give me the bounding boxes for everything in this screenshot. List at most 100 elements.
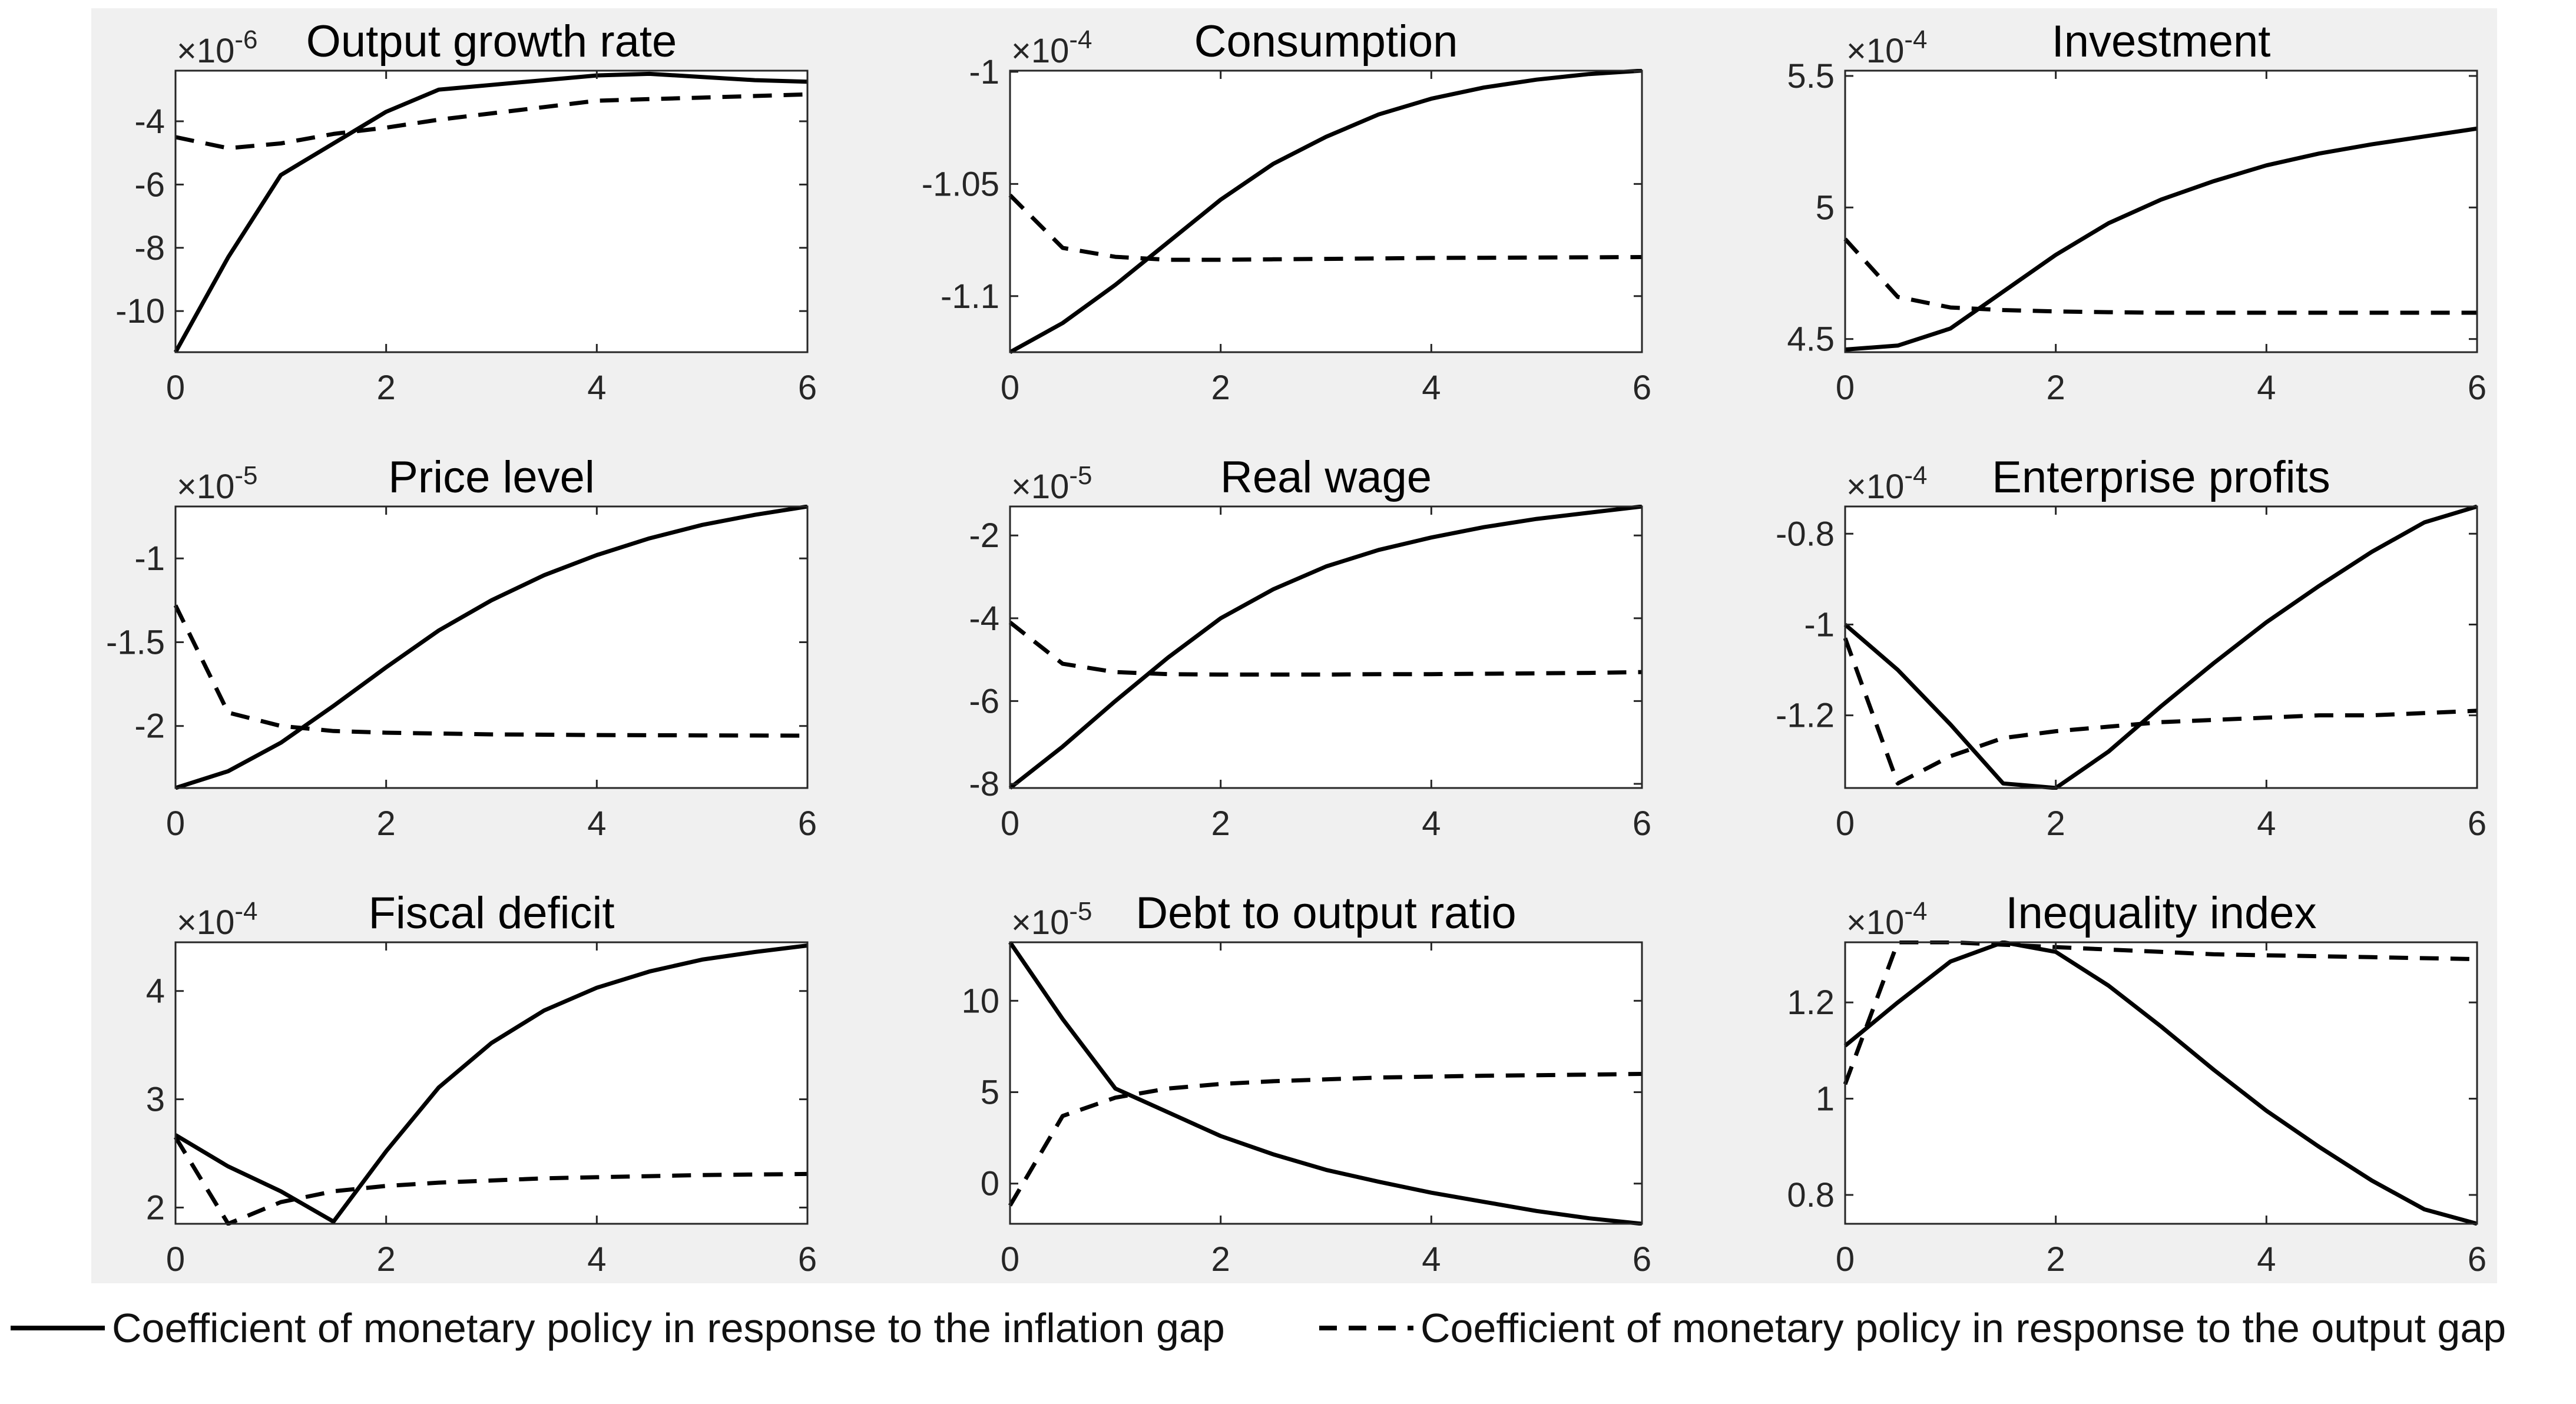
panel-title: Investment: [2052, 16, 2271, 67]
y-tick-label: -1.1: [941, 277, 999, 316]
x-tick-label: 0: [1836, 804, 1855, 843]
x-tick-label: 6: [798, 1240, 817, 1279]
x-tick-label: 0: [1001, 804, 1019, 843]
y-tick-label: -1.2: [1776, 697, 1835, 735]
x-tick-label: 6: [2468, 1240, 2486, 1279]
y-tick-label: -8: [134, 229, 165, 267]
y-tick-label: 4: [146, 972, 165, 1011]
legend-item-inflation-gap: Coefficient of monetary policy in respon…: [11, 1296, 1225, 1360]
x-tick-label: 6: [2468, 804, 2486, 843]
axes-box: [1844, 505, 2478, 789]
y-tick-label: -1: [1804, 605, 1835, 644]
x-tick-label: 4: [587, 369, 606, 407]
x-tick-label: 2: [2047, 804, 2065, 843]
series-line-output-gap: [175, 92, 808, 151]
x-tick-label: 0: [1836, 1240, 1855, 1279]
panel-debt-to-output-ratio: 0 2 4 6 0 5 10 ×10-5 Debt to output ratio: [961, 888, 1651, 1279]
y-tick-label: -6: [134, 165, 165, 204]
axis-multiplier: ×10-4: [1846, 25, 1928, 70]
y-tick-label: 5: [981, 1074, 999, 1112]
plot-area: [1010, 71, 1642, 352]
axis-multiplier: ×10-4: [1846, 897, 1928, 942]
plot-area: [176, 942, 807, 1224]
x-tick-label: 6: [1633, 1240, 1651, 1279]
x-tick-label: 2: [2047, 369, 2065, 407]
y-tick-label: 3: [146, 1081, 165, 1119]
axes-box: [1009, 69, 1643, 353]
axes-box: [174, 69, 809, 353]
x-tick-label: 6: [1633, 369, 1651, 407]
series-line-inflation-gap: [1843, 505, 2478, 790]
plot-area: [1845, 71, 2477, 352]
x-tick-label: 4: [1422, 1240, 1441, 1279]
y-tick-label: -0.8: [1776, 515, 1835, 553]
axis-multiplier-exponent: -5: [1069, 461, 1092, 490]
y-tick-label: -1: [134, 539, 165, 578]
legend-label-output-gap: Coefficient of monetary policy in respon…: [1421, 1305, 2507, 1351]
series-line-inflation-gap: [174, 505, 808, 790]
panel-enterprise-profits: 0 2 4 6 -1.2 -1 -0.8 ×10-4 Enterprise profits: [1776, 452, 2486, 843]
axis-multiplier: ×10-4: [1011, 25, 1092, 70]
y-tick-label: 0: [981, 1165, 999, 1203]
y-tick-label: -2: [134, 707, 165, 746]
x-tick-label: 4: [1422, 369, 1441, 407]
legend-item-output-gap: Coefficient of monetary policy in respon…: [1319, 1296, 2506, 1360]
panel-consumption: 0 2 4 6 -1.1 -1.05 -1 ×10-4 Consumption: [922, 16, 1651, 407]
panel-title: Enterprise profits: [1992, 452, 2330, 502]
x-tick-label: 2: [1211, 1240, 1230, 1279]
series-line-output-gap: [1843, 941, 2478, 1085]
x-tick-label: 6: [2468, 369, 2486, 407]
x-tick-label: 6: [798, 369, 817, 407]
x-tick-label: 4: [1422, 804, 1441, 843]
plot-area: [1010, 942, 1642, 1224]
y-tick-label: -4: [969, 600, 999, 638]
panel-title: Real wage: [1220, 452, 1432, 502]
axes-box: [1844, 941, 2478, 1225]
x-tick-label: 2: [2047, 1240, 2065, 1279]
axes-box: [174, 941, 809, 1225]
series-line-inflation-gap: [1009, 69, 1643, 354]
panel-title: Inequality index: [2005, 888, 2316, 938]
plot-area: [1845, 942, 2477, 1224]
x-tick-label: 2: [1211, 369, 1230, 407]
panel-real-wage: 0 2 4 6 -8 -6 -4 -2 ×10-5 Real wage: [969, 452, 1651, 843]
panel-inequality-index: 0 2 4 6 0.8 1 1.2 ×10-4 Inequality index: [1787, 888, 2486, 1279]
x-tick-label: 4: [587, 804, 606, 843]
y-tick-label: 1: [1816, 1080, 1835, 1118]
series-line-output-gap: [174, 604, 808, 738]
series-line-inflation-gap: [1008, 505, 1643, 790]
legend-dashed-line-swatch: [1319, 1326, 1413, 1330]
axis-multiplier: ×10-6: [177, 25, 258, 70]
series-line-output-gap: [1008, 193, 1643, 262]
legend: Coefficient of monetary policy in respon…: [0, 1296, 2576, 1360]
y-tick-label: -1: [969, 53, 999, 91]
axis-multiplier: ×10-5: [1011, 461, 1092, 506]
axis-multiplier-exponent: -4: [1904, 897, 1927, 926]
series-line-inflation-gap: [1008, 941, 1643, 1226]
x-tick-label: 2: [377, 804, 396, 843]
y-tick-label: 4.5: [1787, 320, 1835, 359]
x-tick-label: 2: [377, 369, 396, 407]
series-line-inflation-gap: [174, 71, 808, 353]
panel-title: Output growth rate: [306, 16, 677, 67]
axis-multiplier: ×10-4: [177, 897, 258, 942]
series-line-output-gap: [174, 1136, 808, 1226]
series-line-inflation-gap: [1845, 126, 2478, 352]
axes-box: [1009, 505, 1643, 789]
y-tick-label: 2: [146, 1188, 165, 1227]
panel-title: Fiscal deficit: [368, 888, 614, 938]
y-tick-label: 0.8: [1787, 1176, 1835, 1214]
axis-multiplier-exponent: -6: [234, 25, 257, 54]
panel-title: Consumption: [1194, 16, 1458, 67]
x-tick-label: 4: [2257, 804, 2276, 843]
x-tick-label: 6: [798, 804, 817, 843]
series-line-inflation-gap: [174, 943, 808, 1224]
y-tick-label: 5.5: [1787, 57, 1835, 95]
y-tick-label: 1.2: [1787, 984, 1835, 1022]
plot-area: [1010, 506, 1642, 788]
axes-box: [174, 505, 809, 789]
axis-multiplier-exponent: -4: [1069, 25, 1092, 54]
y-tick-label: -6: [969, 682, 999, 720]
y-tick-label: 5: [1816, 188, 1835, 227]
panel-title: Price level: [388, 452, 595, 502]
